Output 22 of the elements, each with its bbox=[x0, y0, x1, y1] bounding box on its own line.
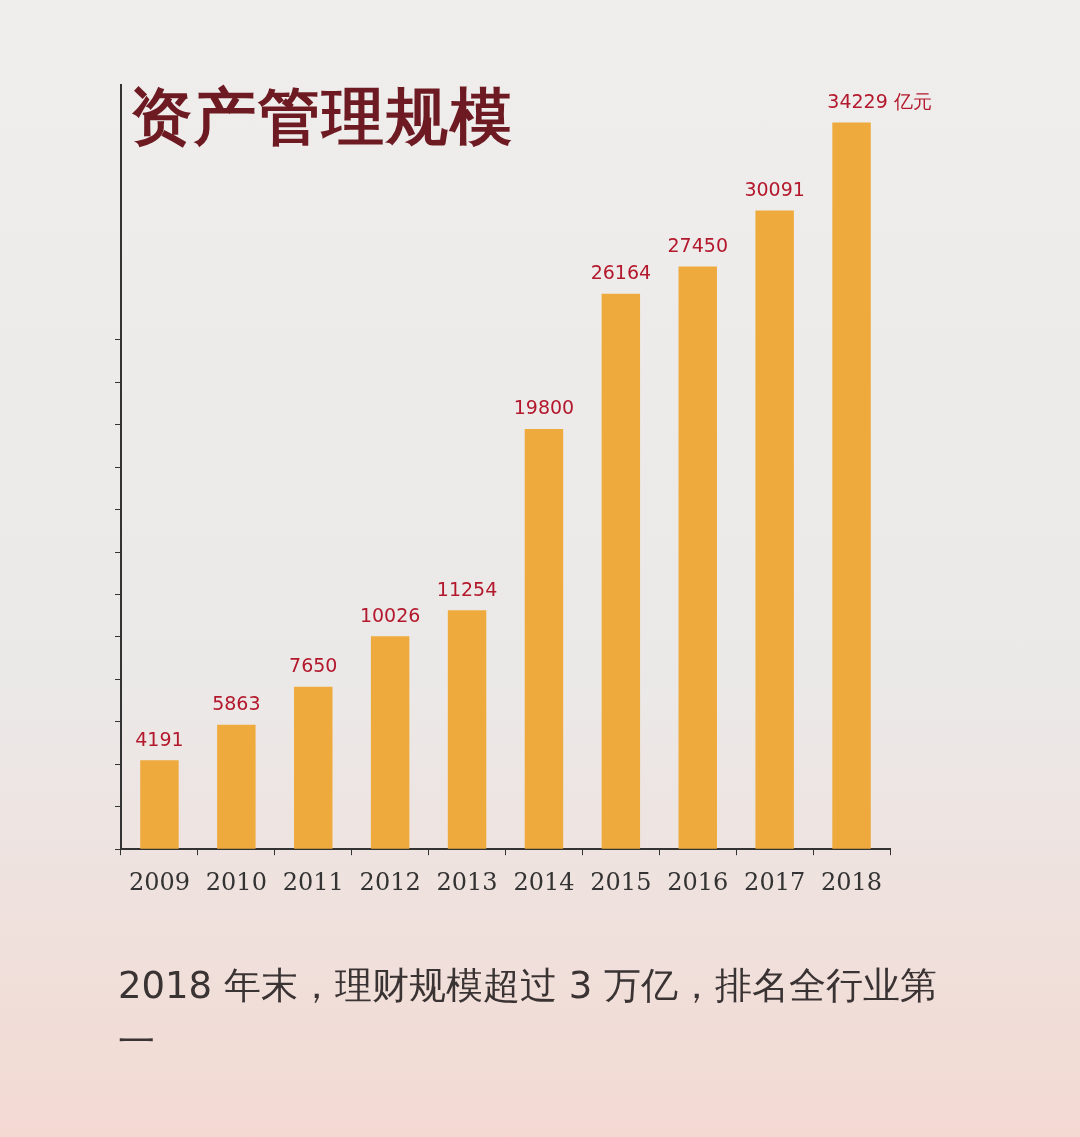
data-label: 5863 bbox=[212, 692, 261, 715]
x-tick-label: 2015 bbox=[590, 867, 652, 896]
data-label: 27450 bbox=[667, 233, 728, 256]
data-label: 7650 bbox=[289, 654, 338, 677]
text: 2018 年末，理财规模超过 3 万亿，排名全行业第一 bbox=[118, 963, 938, 1065]
data-label: 30091 bbox=[744, 177, 805, 200]
x-tick-label: 2018 bbox=[821, 867, 883, 896]
x-tick-label: 2013 bbox=[436, 867, 498, 896]
data-label: 11254 bbox=[436, 577, 498, 600]
data-label: 4191 bbox=[135, 727, 184, 750]
data-label: 26164 bbox=[590, 261, 652, 284]
x-tick-label: 2017 bbox=[744, 867, 806, 896]
data-label: 19800 bbox=[513, 396, 575, 419]
x-tick-label: 2014 bbox=[513, 867, 575, 896]
data-label: 10026 bbox=[359, 603, 421, 626]
x-tick-label: 2010 bbox=[205, 867, 267, 896]
x-tick-label: 2016 bbox=[667, 867, 729, 896]
x-tick-label: 2012 bbox=[359, 867, 421, 896]
data-label: 34229 亿元 bbox=[827, 90, 932, 113]
chart-title: 资产管理规模 bbox=[130, 79, 514, 155]
x-tick-label: 2009 bbox=[128, 867, 190, 896]
x-tick-label: 2011 bbox=[282, 867, 344, 896]
